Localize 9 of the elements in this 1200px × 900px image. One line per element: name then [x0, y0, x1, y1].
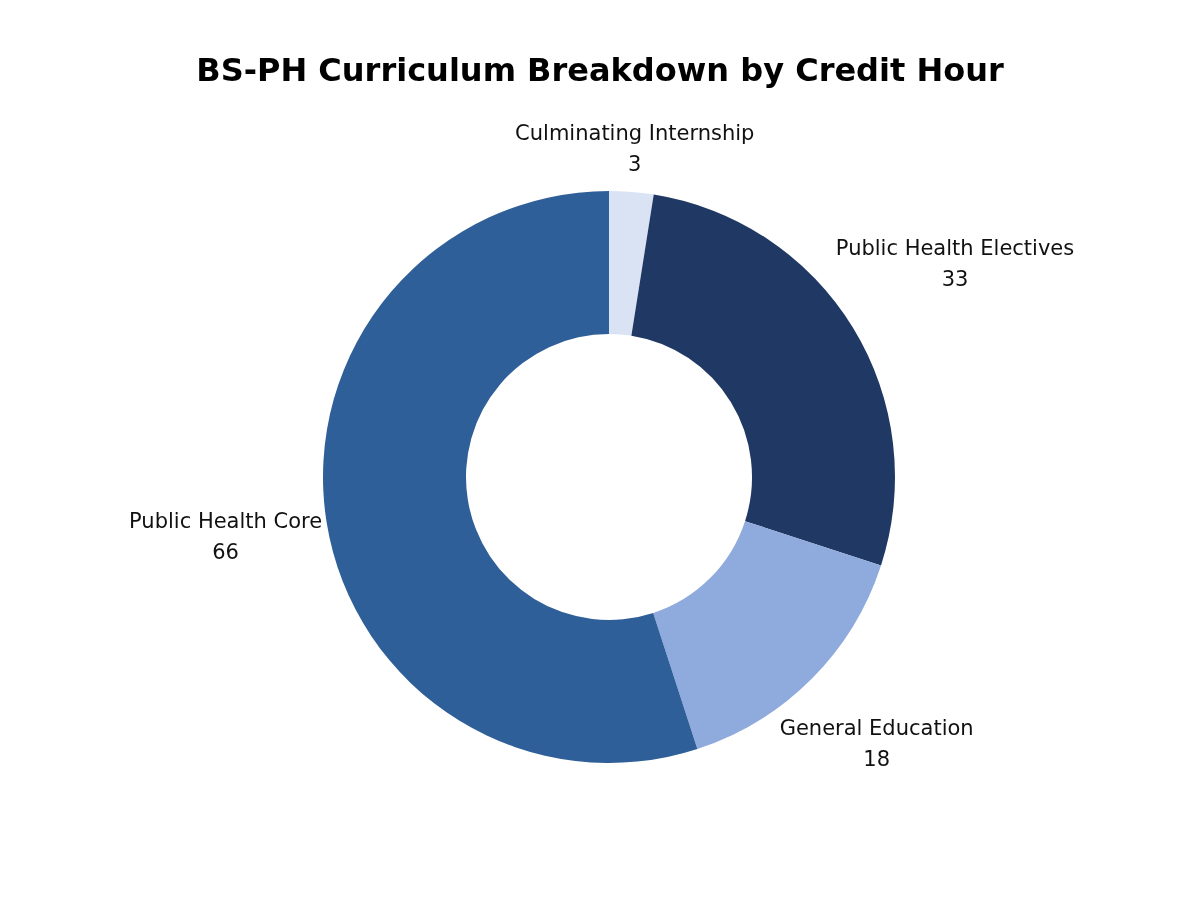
slice-label: General Education: [779, 715, 974, 740]
data-label: 33: [941, 266, 969, 291]
data-label: 66: [212, 539, 239, 564]
data-label: 3: [628, 151, 642, 176]
chart-title: BS-PH Curriculum Breakdown by Credit Hour: [195, 50, 1005, 91]
slice-label: Public Health Electives: [835, 235, 1075, 260]
data-label: 18: [863, 746, 891, 771]
slice-label: Culminating Internship: [515, 120, 755, 145]
slice-label: Public Health Core: [129, 508, 323, 533]
